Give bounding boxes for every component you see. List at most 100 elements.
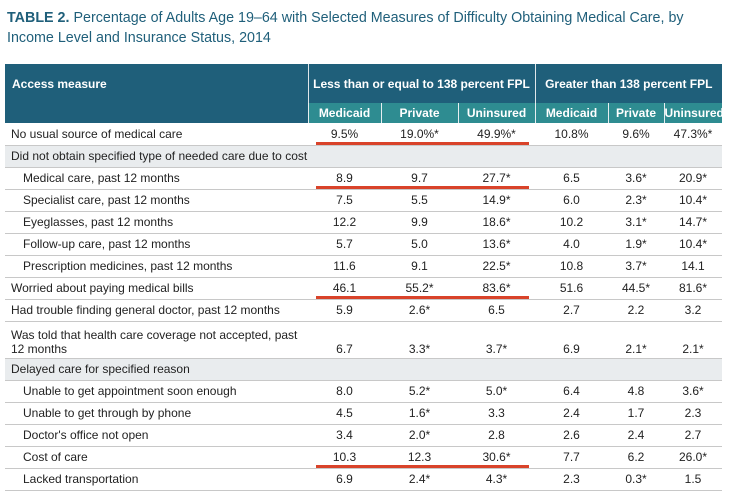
group-header-low-income: Less than or equal to 138 percent FPL (307, 64, 535, 103)
table-cell: 4.8 (627, 384, 645, 398)
header-spacer (5, 103, 308, 123)
table-cell: 12.3 (407, 450, 432, 464)
section-label: Delayed care for specified reason (5, 358, 723, 381)
table-number: TABLE 2. (7, 10, 70, 26)
row-label: Medical care, past 12 months (23, 171, 180, 185)
table-cell: 2.7 (563, 303, 580, 317)
table-cell: 10.4* (679, 237, 708, 251)
row-label: Prescription medicines, past 12 months (23, 259, 233, 273)
table-cell: 3.2 (684, 303, 702, 317)
table-cell: 6.2 (627, 450, 645, 464)
col-private-high: Private (607, 103, 664, 123)
highlight-underline (316, 296, 529, 299)
table-cell: 9.9 (411, 215, 428, 229)
table-cell: 9.7 (411, 171, 428, 185)
highlight-underline (316, 142, 529, 145)
table-cell: 55.2* (405, 281, 434, 295)
table-row: Eyeglasses, past 12 months 12.2 9.9 18.6* 10… (5, 211, 723, 233)
section-label: Did not obtain specified type of needed … (5, 145, 723, 168)
table-cell: 13.6* (482, 237, 511, 251)
table-cell: 2.6 (563, 428, 580, 442)
table-cell: 49.9%* (477, 126, 516, 141)
table-cell: 47.3%* (673, 126, 713, 141)
table-cell: 22.5* (482, 259, 511, 273)
table-cell: 6.4 (563, 384, 580, 398)
table-cell: 1.5 (684, 472, 702, 486)
table-cell: 46.1 (332, 281, 357, 295)
row-label: Was told that health care coverage not a… (11, 327, 298, 356)
table-row: Unable to get appointment soon enough 8.0… (5, 380, 723, 402)
table-cell: 2.1* (682, 341, 704, 356)
table-cell: 2.2 (627, 303, 645, 317)
table-cell: 9.6% (622, 126, 650, 141)
section-row: Did not obtain specified type of needed … (5, 145, 723, 168)
table-cell: 2.4 (563, 406, 580, 420)
table-cell: 10.8% (554, 126, 589, 141)
highlight-underline (316, 186, 529, 189)
table-cell: 2.6* (408, 303, 431, 317)
row-label: Specialist care, past 12 months (23, 193, 190, 207)
table-cell: 12.2 (332, 215, 357, 229)
table-cell: 2.8 (488, 428, 505, 442)
data-table: Access measure Less than or equal to 138… (5, 64, 723, 491)
table-cell: 5.9 (336, 303, 353, 317)
table-row: Specialist care, past 12 months 7.5 5.5 14.… (5, 189, 723, 211)
table-cell: 2.7 (684, 428, 702, 442)
table-cell: 2.3 (684, 406, 702, 420)
table-row: Had trouble finding general doctor, past… (5, 299, 723, 321)
table-cell: 2.4* (408, 472, 431, 486)
table-cell: 5.7 (336, 237, 353, 251)
col-private-low: Private (380, 103, 458, 123)
table-cell: 3.6* (625, 171, 647, 185)
table-cell: 44.5* (621, 281, 651, 295)
table-cell: 9.5% (330, 126, 359, 141)
section-row: Delayed care for specified reason (5, 358, 723, 381)
table-cell: 83.6* (482, 281, 511, 295)
table-row: Follow-up care, past 12 months 5.7 5.0 13.6… (5, 233, 723, 255)
table-cell: 3.3 (488, 406, 505, 420)
table-cell: 6.9 (563, 341, 580, 356)
table-cell: 2.4 (627, 428, 645, 442)
table-row: Was told that health care coverage not a… (5, 321, 723, 358)
table-cell: 20.9* (679, 171, 708, 185)
table-cell: 11.6 (333, 259, 356, 273)
table-row: Lacked transportation 6.9 2.4* 4.3* 2.3 0.3* 1… (5, 468, 723, 490)
table-cell: 10.2 (559, 215, 584, 229)
table-row: Doctor's office not open 3.4 2.0* 2.8 2.6 2.4… (5, 424, 723, 446)
col-uninsured-low: Uninsured (457, 103, 535, 123)
group-header-high-income: Greater than 138 percent FPL (534, 64, 723, 103)
table-cell: 3.3* (408, 341, 431, 356)
table-cell: 18.6* (482, 215, 511, 229)
table-cell: 10.4* (679, 193, 708, 207)
table-cell: 3.7* (485, 341, 508, 356)
table-cell: 8.0 (336, 384, 353, 398)
row-label: Had trouble finding general doctor, past… (11, 303, 280, 317)
table-cell: 4.0 (563, 237, 580, 251)
table-cell: 2.3* (625, 193, 647, 207)
col-medicaid-high: Medicaid (534, 103, 608, 123)
table-body: No usual source of medical care 9.5% 19.0%… (5, 123, 723, 490)
table-cell: 0.3* (625, 472, 647, 486)
table-cell: 6.9 (336, 472, 353, 486)
col-medicaid-low: Medicaid (307, 103, 381, 123)
table-row: Prescription medicines, past 12 months 11… (5, 255, 723, 277)
table-cell: 2.3 (563, 472, 580, 486)
table-cell: 14.7* (679, 215, 708, 229)
row-label: Unable to get appointment soon enough (23, 384, 237, 398)
access-measure-header: Access measure (5, 64, 308, 103)
row-label: Eyeglasses, past 12 months (23, 215, 174, 229)
row-label: Doctor's office not open (23, 428, 149, 442)
table-cell: 6.7 (336, 341, 353, 356)
table-cell: 3.4 (336, 428, 353, 442)
table-cell: 26.0* (679, 450, 708, 464)
table-cell: 2.0* (408, 428, 431, 442)
table-cell: 4.5 (336, 406, 353, 420)
table-cell: 27.7* (482, 171, 511, 185)
table-cell: 10.8 (559, 259, 584, 273)
table-cell: 7.7 (563, 450, 580, 464)
table-caption: Percentage of Adults Age 19–64 with Sele… (7, 10, 684, 46)
table-cell: 14.9* (482, 193, 511, 207)
table-cell: 5.5 (411, 193, 428, 207)
table-cell: 5.0 (411, 237, 428, 251)
row-label: Unable to get through by phone (23, 406, 192, 420)
